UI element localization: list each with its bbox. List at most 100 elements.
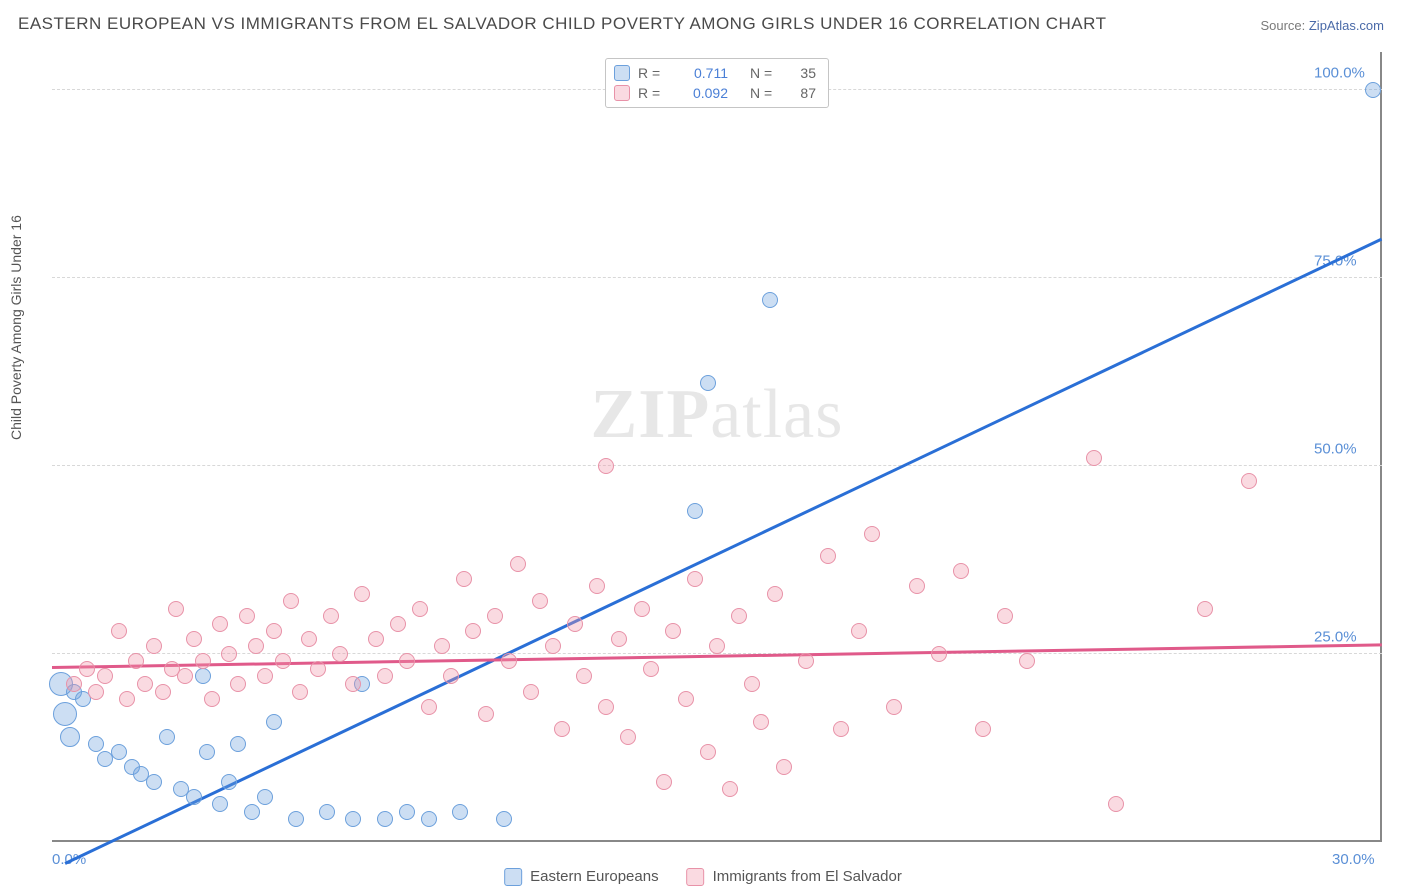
- data-point-salvador: [709, 638, 725, 654]
- source-label: Source:: [1260, 18, 1308, 33]
- data-point-salvador: [1086, 450, 1102, 466]
- data-point-salvador: [731, 608, 747, 624]
- data-point-salvador: [833, 721, 849, 737]
- data-point-salvador: [864, 526, 880, 542]
- data-point-salvador: [744, 676, 760, 692]
- data-point-salvador: [886, 699, 902, 715]
- legend-row-eastern: R = 0.711 N = 35: [614, 63, 816, 83]
- scatter-chart: ZIPatlas 25.0%50.0%75.0%100.0%0.0%30.0% …: [52, 52, 1382, 842]
- data-point-salvador: [111, 623, 127, 639]
- data-point-salvador: [1019, 653, 1035, 669]
- data-point-eastern: [146, 774, 162, 790]
- data-point-salvador: [510, 556, 526, 572]
- data-point-salvador: [204, 691, 220, 707]
- r-label: R =: [638, 85, 668, 101]
- plot-area: ZIPatlas 25.0%50.0%75.0%100.0%0.0%30.0%: [52, 52, 1382, 842]
- data-point-salvador: [88, 684, 104, 700]
- data-point-salvador: [212, 616, 228, 632]
- correlation-legend: R = 0.711 N = 35 R = 0.092 N = 87: [605, 58, 829, 108]
- data-point-salvador: [598, 458, 614, 474]
- data-point-eastern: [195, 668, 211, 684]
- data-point-eastern: [762, 292, 778, 308]
- data-point-salvador: [656, 774, 672, 790]
- legend-row-salvador: R = 0.092 N = 87: [614, 83, 816, 103]
- swatch-eastern-icon: [504, 868, 522, 886]
- data-point-eastern: [257, 789, 273, 805]
- data-point-salvador: [399, 653, 415, 669]
- data-point-eastern: [496, 811, 512, 827]
- data-point-salvador: [310, 661, 326, 677]
- data-point-salvador: [545, 638, 561, 654]
- data-point-eastern: [288, 811, 304, 827]
- data-point-salvador: [266, 623, 282, 639]
- legend-item-salvador: Immigrants from El Salvador: [687, 868, 902, 886]
- data-point-eastern: [399, 804, 415, 820]
- data-point-salvador: [554, 721, 570, 737]
- data-point-salvador: [230, 676, 246, 692]
- watermark: ZIPatlas: [591, 375, 844, 455]
- data-point-salvador: [128, 653, 144, 669]
- source-attribution: Source: ZipAtlas.com: [1260, 18, 1384, 33]
- data-point-salvador: [665, 623, 681, 639]
- data-point-eastern: [88, 736, 104, 752]
- grid-line: [52, 465, 1382, 466]
- data-point-eastern: [687, 503, 703, 519]
- legend-item-eastern: Eastern Europeans: [504, 868, 658, 886]
- data-point-salvador: [465, 623, 481, 639]
- x-axis: [52, 840, 1382, 842]
- series-legend: Eastern Europeans Immigrants from El Sal…: [504, 868, 902, 886]
- data-point-salvador: [354, 586, 370, 602]
- data-point-salvador: [700, 744, 716, 760]
- data-point-salvador: [611, 631, 627, 647]
- data-point-salvador: [1197, 601, 1213, 617]
- data-point-eastern: [700, 375, 716, 391]
- data-point-salvador: [421, 699, 437, 715]
- data-point-salvador: [377, 668, 393, 684]
- chart-title: EASTERN EUROPEAN VS IMMIGRANTS FROM EL S…: [18, 14, 1106, 34]
- data-point-salvador: [66, 676, 82, 692]
- data-point-salvador: [567, 616, 583, 632]
- data-point-salvador: [345, 676, 361, 692]
- data-point-salvador: [798, 653, 814, 669]
- data-point-salvador: [443, 668, 459, 684]
- data-point-salvador: [137, 676, 153, 692]
- data-point-salvador: [776, 759, 792, 775]
- data-point-salvador: [589, 578, 605, 594]
- data-point-eastern: [212, 796, 228, 812]
- data-point-salvador: [434, 638, 450, 654]
- data-point-eastern: [1365, 82, 1381, 98]
- data-point-eastern: [159, 729, 175, 745]
- data-point-salvador: [851, 623, 867, 639]
- data-point-salvador: [532, 593, 548, 609]
- source-link[interactable]: ZipAtlas.com: [1309, 18, 1384, 33]
- data-point-salvador: [478, 706, 494, 722]
- data-point-salvador: [767, 586, 783, 602]
- xtick-label: 30.0%: [1332, 851, 1375, 868]
- data-point-salvador: [576, 668, 592, 684]
- ytick-label: 50.0%: [1314, 440, 1374, 457]
- data-point-salvador: [487, 608, 503, 624]
- data-point-eastern: [421, 811, 437, 827]
- data-point-eastern: [345, 811, 361, 827]
- data-point-salvador: [634, 601, 650, 617]
- swatch-salvador-icon: [614, 85, 630, 101]
- data-point-salvador: [456, 571, 472, 587]
- data-point-salvador: [146, 638, 162, 654]
- data-point-salvador: [820, 548, 836, 564]
- data-point-eastern: [230, 736, 246, 752]
- r-value-salvador: 0.092: [676, 85, 728, 101]
- grid-line: [52, 277, 1382, 278]
- data-point-eastern: [377, 811, 393, 827]
- r-value-eastern: 0.711: [676, 65, 728, 81]
- y-axis-label: Child Poverty Among Girls Under 16: [8, 215, 24, 440]
- data-point-salvador: [368, 631, 384, 647]
- r-label: R =: [638, 65, 668, 81]
- trend-line-eastern: [65, 238, 1383, 865]
- data-point-salvador: [997, 608, 1013, 624]
- swatch-salvador-icon: [687, 868, 705, 886]
- data-point-salvador: [1108, 796, 1124, 812]
- data-point-eastern: [199, 744, 215, 760]
- data-point-salvador: [79, 661, 95, 677]
- n-value-eastern: 35: [788, 65, 816, 81]
- data-point-salvador: [195, 653, 211, 669]
